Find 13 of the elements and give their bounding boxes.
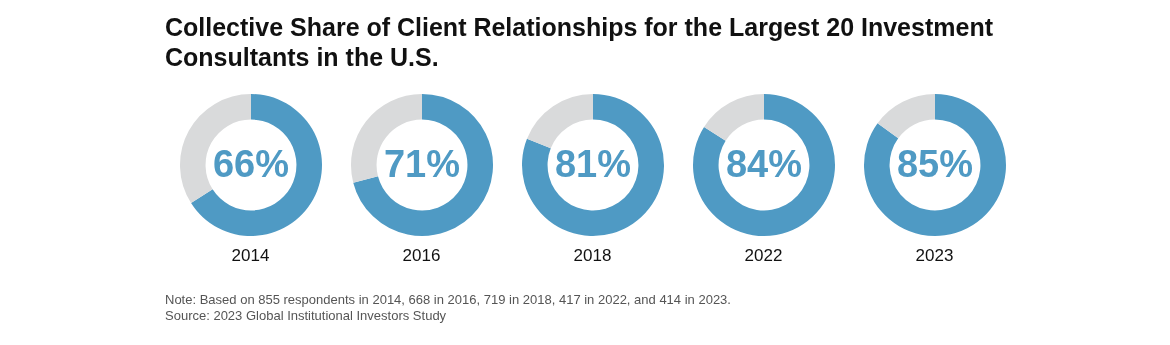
data-label: 66% [212,143,289,186]
text: 2022 [743,246,784,266]
data-label: 71% [383,143,460,186]
text: 2016 [401,246,442,266]
text: 2023 [914,246,955,266]
source-note: Source: 2023 Global Institutional Investors Study [165,308,448,324]
text: Collective Share of Client Relationships for the Largest 20 Investment Consultants in the U.S. [165,12,994,72]
data-label: 85% [896,143,973,186]
text: 2018 [572,246,613,266]
text: 2014 [230,246,271,266]
data-label: 81% [554,143,631,186]
text: Note: Based on 855 respondents in 2014, 668 in 2016, 719 in 2018, 417 in 2022, and 414 in 2023. [165,292,731,308]
data-label: 84% [725,143,802,186]
